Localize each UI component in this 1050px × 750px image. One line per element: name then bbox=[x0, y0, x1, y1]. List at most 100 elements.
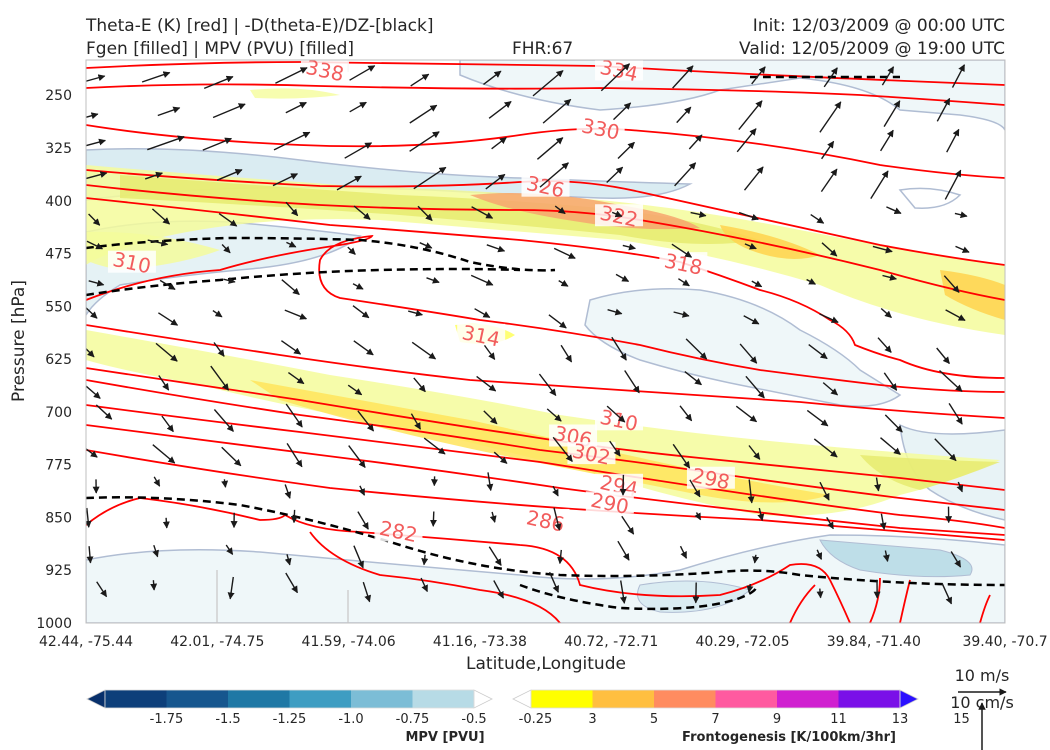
wind-vector bbox=[213, 409, 234, 432]
colorbar-frame bbox=[530, 689, 901, 709]
wind-vector bbox=[409, 104, 438, 124]
y-tick-label: 250 bbox=[45, 88, 72, 104]
theta-e-label-bg bbox=[549, 424, 598, 447]
wind-vector bbox=[150, 580, 158, 591]
wind-vector bbox=[227, 576, 235, 600]
stability-contours bbox=[86, 75, 1005, 611]
wind-vector bbox=[161, 415, 174, 433]
wind-vector bbox=[676, 106, 692, 124]
wind-vector bbox=[218, 213, 238, 227]
y-tick-label: 400 bbox=[45, 194, 72, 210]
colorbar-swatch bbox=[289, 690, 352, 708]
wind-vector bbox=[221, 244, 231, 254]
colorbar-tick-label: -1.75 bbox=[150, 712, 184, 727]
wind-vector bbox=[86, 112, 99, 120]
wind-vector bbox=[617, 540, 630, 561]
wind-vector bbox=[622, 243, 636, 251]
wind-vector bbox=[751, 66, 766, 85]
fgen-colorbar-label: Frontogenesis [K/100km/3hr] bbox=[682, 730, 896, 745]
wind-vector bbox=[221, 479, 229, 488]
fgen-filled-regions bbox=[86, 88, 1005, 516]
wind-vector bbox=[429, 511, 437, 527]
wind-vector bbox=[751, 280, 763, 288]
wind-vector bbox=[557, 549, 565, 565]
wind-vector bbox=[553, 507, 562, 531]
wind-vector bbox=[157, 106, 181, 117]
theta-e-label-bg bbox=[686, 466, 735, 489]
theta-e-label-bg bbox=[659, 252, 708, 275]
fgen-colorbar: 3 5 7 9 11 13 15 bbox=[512, 689, 970, 727]
wind-vector bbox=[203, 75, 234, 90]
theta-e-label-bg bbox=[300, 60, 349, 81]
wind-vector bbox=[493, 451, 508, 464]
theta-e-label-bg bbox=[107, 250, 156, 273]
theta-e-label-bg bbox=[567, 442, 616, 465]
theta-e-contours bbox=[86, 61, 1005, 623]
wind-vector bbox=[674, 162, 697, 187]
wind-vector bbox=[286, 443, 303, 468]
wind-vector bbox=[694, 512, 702, 521]
wind-vector bbox=[88, 279, 105, 287]
mpv-colorbar: -1.75 -1.5 -1.25 -1.0 -0.75 -0.5 -0.25 bbox=[86, 689, 552, 727]
x-tick-label: 42.44, -75.44 bbox=[39, 634, 133, 650]
wind-vector bbox=[877, 337, 892, 353]
y-tick-label: 700 bbox=[45, 405, 72, 421]
theta-e-label-bg bbox=[457, 323, 506, 346]
wind-vector bbox=[155, 342, 178, 362]
wind-vector bbox=[86, 447, 98, 458]
wind-vector bbox=[611, 210, 623, 218]
wind-vector bbox=[411, 341, 437, 360]
colorbar-tick-label: 9 bbox=[773, 712, 781, 727]
wind-vector bbox=[539, 162, 569, 188]
wind-vector bbox=[821, 242, 838, 257]
wind-vector bbox=[936, 347, 950, 365]
wind-vector bbox=[689, 479, 701, 498]
wind-vector bbox=[280, 340, 302, 355]
wind-vector bbox=[874, 477, 882, 492]
wind-vector bbox=[538, 373, 557, 397]
wind-vector bbox=[221, 446, 242, 467]
wind-vector bbox=[943, 275, 960, 293]
wind-vector bbox=[151, 208, 171, 225]
colorbar-swatch bbox=[777, 690, 840, 708]
colorbar-tick-label: 7 bbox=[711, 712, 719, 727]
reference-label-horizontal: 10 m/s bbox=[955, 666, 1010, 685]
wind-vector bbox=[806, 409, 829, 427]
wind-vector bbox=[493, 580, 505, 599]
wind-vector bbox=[223, 277, 236, 284]
wind-vector bbox=[273, 131, 311, 151]
y-axis-label: Pressure [hPa] bbox=[9, 280, 29, 402]
y-axis-ticks: 250 325 400 475 550 625 700 775 850 925 1000 bbox=[36, 88, 72, 632]
wind-vector bbox=[86, 546, 94, 564]
wind-vector bbox=[941, 583, 953, 605]
colorbar-swatch bbox=[412, 690, 475, 708]
colorbar-tick-label: -1.25 bbox=[273, 712, 307, 727]
wind-vector bbox=[419, 242, 433, 249]
wind-vector bbox=[688, 134, 703, 150]
wind-vector bbox=[611, 336, 627, 361]
wind-vector bbox=[285, 201, 299, 217]
colorbar-swatch bbox=[838, 690, 901, 708]
wind-vector bbox=[738, 100, 763, 131]
wind-vector bbox=[284, 309, 308, 320]
wind-vector bbox=[352, 305, 370, 319]
wind-vector bbox=[483, 70, 502, 85]
wind-vector bbox=[548, 314, 567, 329]
wind-vector bbox=[816, 588, 824, 599]
theta-e-label-bg bbox=[595, 60, 644, 81]
x-axis-ticks: 42.44, -75.44 42.01, -74.75 41.59, -74.06 4… bbox=[39, 634, 1048, 650]
wind-vector bbox=[954, 211, 968, 219]
wind-vector bbox=[353, 205, 371, 220]
wind-vector bbox=[880, 129, 894, 152]
colorbar-swatch bbox=[228, 690, 291, 708]
wind-vector bbox=[285, 572, 299, 594]
wind-vector bbox=[357, 511, 369, 530]
x-tick-label: 40.29, -72.05 bbox=[695, 634, 789, 650]
wind-vector bbox=[86, 74, 106, 82]
wind-vector bbox=[95, 404, 113, 420]
wind-vector bbox=[281, 279, 300, 296]
wind-vector bbox=[349, 101, 367, 113]
wind-vector bbox=[344, 142, 373, 159]
colorbar-swatch bbox=[105, 690, 168, 708]
